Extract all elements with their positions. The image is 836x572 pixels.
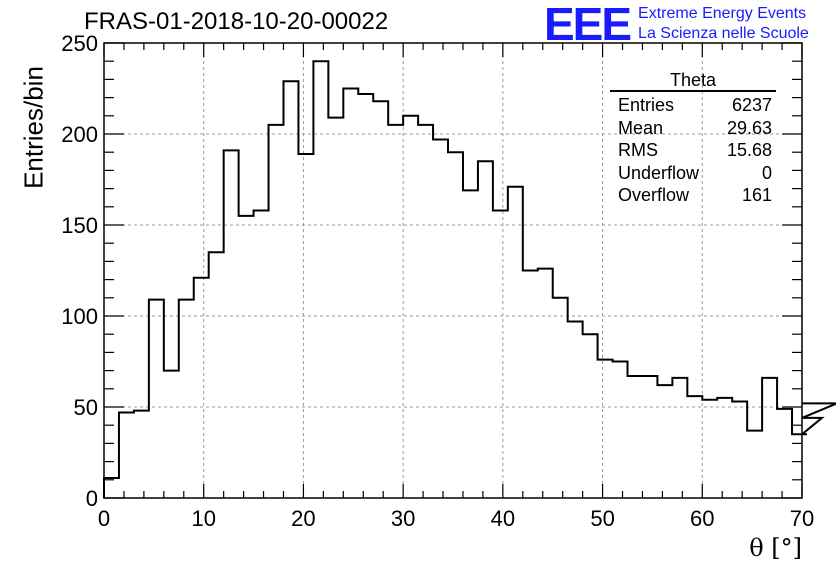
x-tick-label: 60 [690,506,714,531]
y-tick-label: 100 [61,304,98,329]
stats-value: 29.63 [726,117,772,138]
histogram-line [103,60,836,498]
stats-row-underflow: Underflow 0 [610,162,776,185]
stats-value: 6237 [731,95,772,115]
x-tick-label: 20 [291,506,315,531]
x-tick-label: 40 [491,506,515,531]
stats-row-overflow: Overflow 161 [610,184,776,207]
y-tick-label: 200 [61,122,98,147]
x-tick-label: 70 [790,506,814,531]
stats-label: RMS [618,140,658,161]
x-tick-label: 30 [391,506,415,531]
y-tick-label: 50 [74,395,98,420]
stats-value: 161 [741,185,772,206]
x-tick-label: 10 [191,506,215,531]
stats-label: Underflow [618,162,700,183]
stats-row-mean: Mean 29.63 [610,117,776,140]
eee-logo-text: Extreme Energy Events La Scienza nelle S… [638,4,809,44]
y-axis-label: Entries/bin [18,66,49,189]
x-tick-label: 0 [98,506,110,531]
x-axis-label: θ [°] [749,534,802,562]
logo-line-2: La Scienza nelle Scuole [638,25,809,42]
stats-row-rms: RMS 15.68 [610,139,776,162]
logo-line-1: Extreme Energy Events [638,5,807,22]
stats-box: Theta Entries 6237 Mean 29.63 RMS 15.68 … [610,70,776,207]
stats-label: Entries [618,95,675,115]
y-tick-label: 250 [61,31,98,56]
stats-value: 15.68 [726,140,772,161]
tick-labels: 0 10 20 30 40 50 60 70 0 50 100 150 200 250 [61,31,814,531]
stats-row-entries: Entries 6237 [610,94,776,117]
axis-ticks [103,42,803,499]
chart-title: FRAS-01-2018-10-20-00022 [84,8,389,35]
eee-logo: EEE Extreme Energy Events La Scienza nel… [544,0,809,50]
plot-frame [103,42,803,499]
grid-lines [104,43,802,498]
x-tick-label: 50 [590,506,614,531]
stats-value: 0 [761,162,772,183]
eee-logo-mark: EEE [544,0,632,50]
stats-title: Theta [610,70,776,92]
stats-label: Mean [618,117,664,138]
stats-label: Overflow [618,185,690,206]
y-tick-label: 150 [61,213,98,238]
y-tick-label: 0 [86,486,98,511]
